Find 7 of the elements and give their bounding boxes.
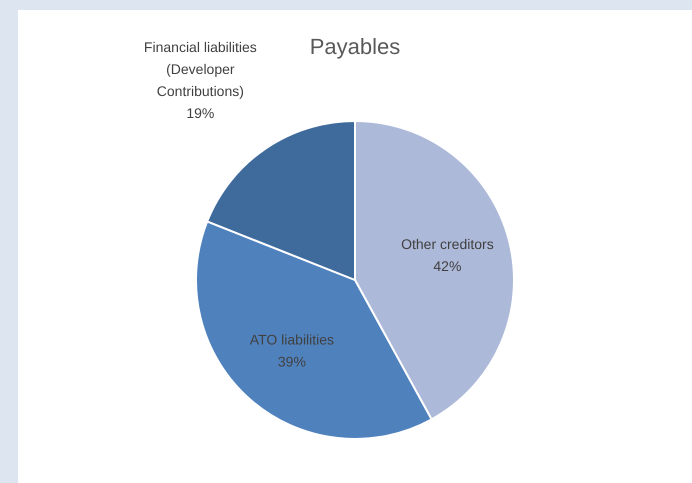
- data-label: 42%: [433, 258, 462, 274]
- chart-title: Payables: [310, 34, 400, 60]
- slice-label: Financial liabilities (Developer Contributions): [144, 39, 257, 100]
- slice-label: Other creditors: [401, 236, 494, 252]
- data-label: 19%: [186, 105, 214, 122]
- data-label: 39%: [278, 353, 306, 370]
- slice-label: ATO liabilities: [250, 331, 334, 348]
